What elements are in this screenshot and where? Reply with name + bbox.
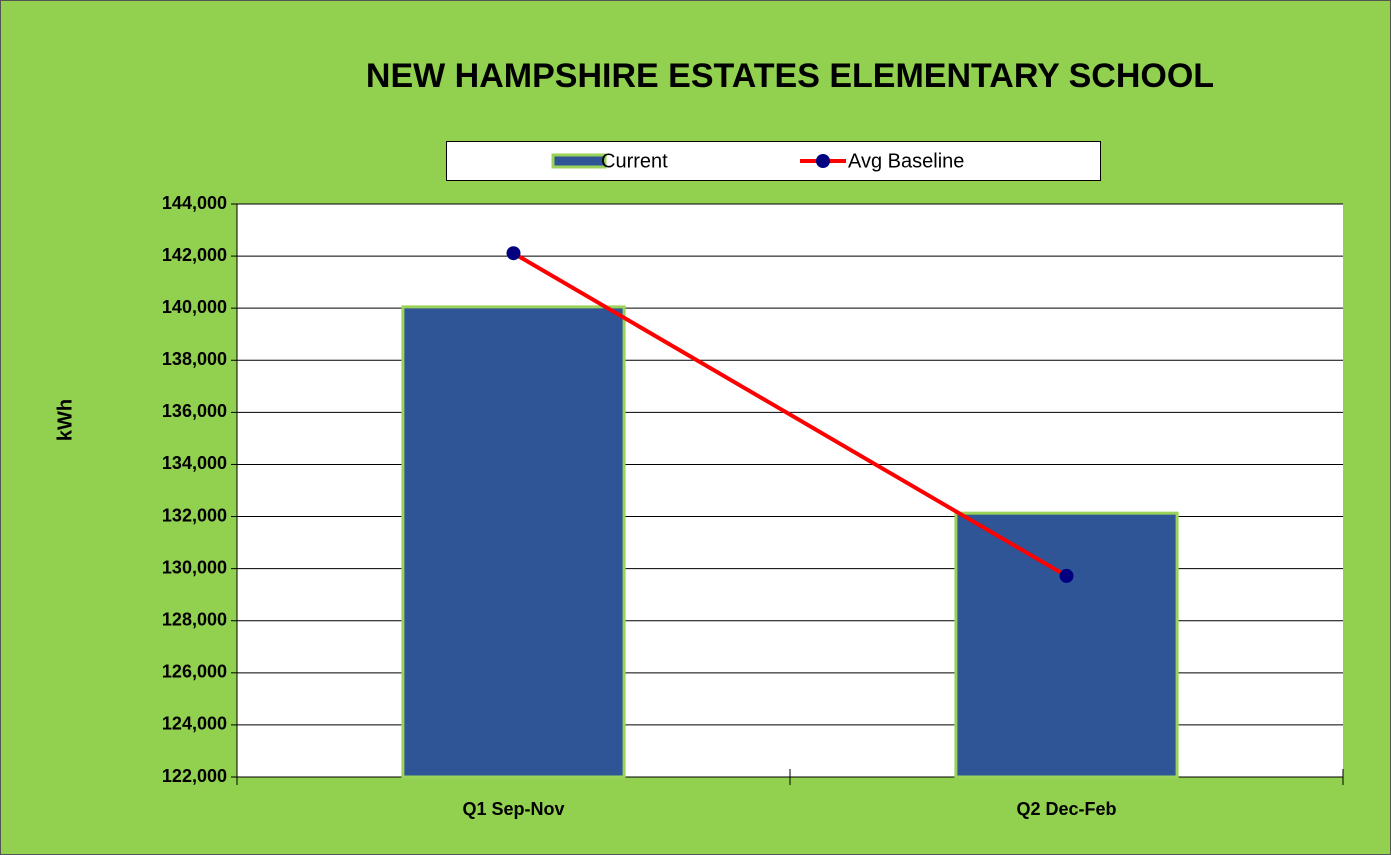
chart-title: NEW HAMPSHIRE ESTATES ELEMENTARY SCHOOL bbox=[366, 57, 1214, 95]
y-tick-label: 134,000 bbox=[162, 453, 227, 473]
y-axis-label: kWh bbox=[54, 399, 76, 441]
legend bbox=[446, 141, 1101, 181]
legend-swatch bbox=[551, 153, 607, 169]
y-tick-label: 126,000 bbox=[162, 662, 227, 682]
x-tick-label: Q2 Dec-Feb bbox=[1016, 799, 1116, 819]
y-tick-label: 144,000 bbox=[162, 193, 227, 213]
y-tick-label: 136,000 bbox=[162, 401, 227, 421]
bar bbox=[401, 305, 626, 779]
y-tick-label: 130,000 bbox=[162, 557, 227, 577]
y-tick-label: 124,000 bbox=[162, 714, 227, 734]
y-tick-label: 128,000 bbox=[162, 609, 227, 629]
bar bbox=[954, 511, 1179, 779]
marker bbox=[506, 246, 521, 261]
legend-label: Current bbox=[601, 150, 668, 172]
marker bbox=[1059, 568, 1074, 583]
y-tick-label: 140,000 bbox=[162, 297, 227, 317]
y-tick-label: 132,000 bbox=[162, 505, 227, 525]
line bbox=[512, 251, 1068, 578]
y-tick-label: 138,000 bbox=[162, 349, 227, 369]
x-tick-label: Q1 Sep-Nov bbox=[462, 799, 564, 819]
legend-label: Avg Baseline bbox=[848, 150, 964, 172]
legend-marker bbox=[816, 154, 830, 168]
y-tick-label: 142,000 bbox=[162, 245, 227, 265]
y-tick-label: 122,000 bbox=[162, 766, 227, 786]
